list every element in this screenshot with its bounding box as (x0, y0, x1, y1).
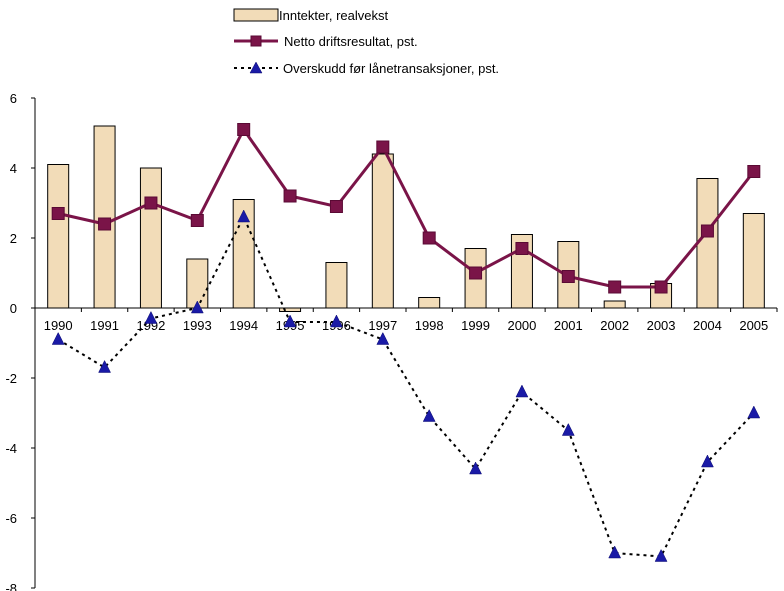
point-overskudd (561, 422, 575, 436)
bar (742, 213, 765, 309)
x-tick-label: 1992 (136, 318, 165, 333)
point-netto (51, 207, 65, 220)
point-overskudd (701, 454, 714, 468)
bar (603, 300, 626, 309)
bar (418, 297, 441, 309)
point-netto (283, 189, 297, 203)
point-overskudd (283, 314, 297, 328)
y-tick-label: -4 (5, 441, 17, 456)
legend-marker-netto (250, 35, 262, 47)
point-netto (747, 165, 761, 178)
point-netto (237, 123, 251, 136)
point-overskudd (515, 384, 529, 398)
point-netto (654, 280, 668, 294)
point-netto (700, 224, 714, 238)
legend-marker-overskudd (249, 61, 263, 74)
legend-label-overskudd: Overskudd før lånetransaksjoner, pst. (283, 61, 499, 76)
bar (139, 167, 162, 309)
point-overskudd (747, 405, 761, 419)
legend-label-bars: Inntekter, realvekst (279, 8, 388, 23)
x-tick-label: 1997 (368, 318, 397, 333)
bar (696, 178, 719, 309)
x-tick-label: 1991 (90, 318, 119, 333)
point-overskudd (190, 300, 204, 314)
point-overskudd (654, 548, 668, 562)
bar (47, 164, 70, 309)
point-netto (469, 266, 483, 280)
x-tick-label: 1999 (461, 318, 490, 333)
legend-item-bars: Inntekter, realvekst (233, 8, 388, 23)
bar (93, 125, 116, 309)
x-tick-label: 1993 (183, 318, 212, 333)
point-overskudd (422, 408, 436, 422)
x-tick-label: 1994 (229, 318, 258, 333)
y-tick-label: 0 (10, 301, 17, 316)
point-overskudd (608, 545, 622, 559)
point-netto (561, 270, 575, 283)
point-overskudd (51, 331, 65, 345)
point-overskudd (98, 359, 111, 373)
legend-swatch-bars (233, 8, 279, 22)
legend-item-overskudd: Overskudd før lånetransaksjoner, pst. (234, 61, 499, 76)
point-netto (515, 242, 529, 255)
legend-label-netto: Netto driftsresultat, pst. (284, 34, 418, 49)
x-tick-label: 2001 (554, 318, 583, 333)
y-tick-label: 2 (10, 231, 17, 246)
y-tick-label: 6 (10, 91, 17, 106)
point-overskudd (330, 314, 343, 328)
series-line-overskudd (57, 214, 755, 558)
point-netto (98, 217, 112, 231)
x-tick-label: 2003 (647, 318, 676, 333)
line-series (51, 123, 761, 562)
bar (371, 153, 394, 309)
point-netto (376, 140, 390, 154)
x-tick-label: 1998 (415, 318, 444, 333)
point-overskudd (376, 331, 390, 345)
point-overskudd (469, 461, 482, 475)
bar (325, 262, 348, 309)
x-tick-label: 1990 (44, 318, 73, 333)
y-tick-label: -2 (5, 371, 17, 386)
y-tick-label: -8 (5, 581, 17, 591)
series-line-netto (57, 126, 755, 289)
y-tick-label: 4 (10, 161, 17, 176)
point-netto (608, 280, 622, 294)
legend: Inntekter, realvekst Netto driftsresulta… (233, 8, 499, 76)
bar (279, 307, 302, 312)
point-netto (190, 214, 204, 227)
bar-series (47, 125, 765, 312)
point-overskudd (237, 209, 251, 223)
y-tick-label: -6 (5, 511, 17, 526)
point-netto (422, 231, 436, 245)
point-netto (329, 200, 343, 213)
point-overskudd (144, 310, 158, 324)
x-tick-label: 2005 (739, 318, 768, 333)
legend-item-netto: Netto driftsresultat, pst. (234, 34, 418, 49)
x-tick-label: 2000 (507, 318, 536, 333)
x-tick-label: 2002 (600, 318, 629, 333)
point-netto (144, 196, 158, 210)
x-tick-label: 2004 (693, 318, 722, 333)
